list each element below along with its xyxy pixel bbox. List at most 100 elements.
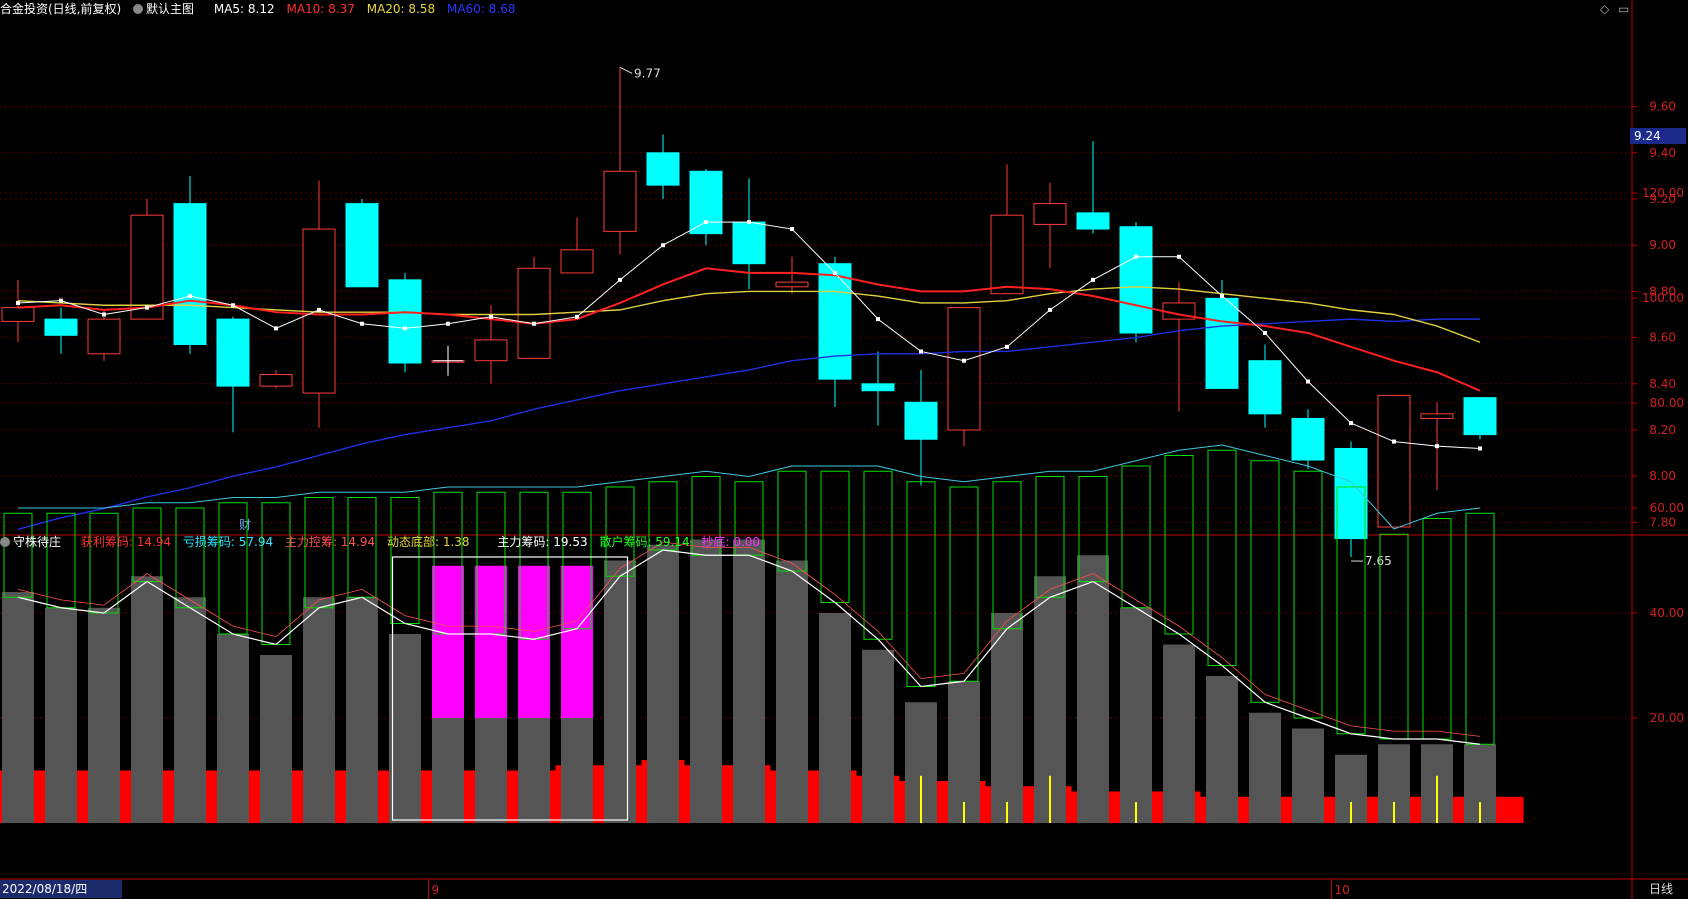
main-chips-bar <box>1163 644 1195 823</box>
high-marker-arrow <box>619 66 633 74</box>
main-chips-bar <box>346 597 378 823</box>
ma5-line-point <box>59 298 63 303</box>
ma60-value: MA60: 8.68 <box>446 2 516 16</box>
candle-body <box>1 307 35 322</box>
ma5-line-point <box>747 220 751 225</box>
candle-body <box>603 170 637 232</box>
main-chips-bar <box>1120 607 1152 823</box>
retail-chips-bar <box>261 502 291 645</box>
price-tick-label: 8.40 <box>1649 377 1676 391</box>
ma5-line-point <box>1134 254 1138 259</box>
candle-body <box>947 307 981 431</box>
ma5-line-point <box>16 300 20 305</box>
ma5-line-point <box>1263 330 1267 335</box>
indicator-header: 守株待庄 获利筹码: 14.94 亏损筹码: 57.94 主力控筹: 14.94… <box>0 533 768 551</box>
main-chips-bar <box>862 649 894 823</box>
retail-chips-bar <box>304 497 334 609</box>
candle <box>87 309 121 361</box>
ma5-line-point <box>1005 344 1009 349</box>
main-chips-bar <box>1206 676 1238 823</box>
main-chips-bar <box>389 634 421 823</box>
candle <box>173 175 207 354</box>
price-tick-label: 9.20 <box>1649 192 1676 206</box>
indicator-tick-label: 60.00 <box>1650 501 1684 515</box>
candle <box>1205 279 1239 389</box>
candle <box>1033 182 1067 269</box>
price-tick-label: 9.40 <box>1649 146 1676 160</box>
control-chips-value: 主力控筹: 14.94 <box>284 535 376 549</box>
main-chips-bar <box>1077 555 1109 823</box>
candle-body <box>818 263 852 380</box>
price-tick-label: 8.00 <box>1649 469 1676 483</box>
window-icon[interactable]: ▭ <box>1618 2 1630 16</box>
candle-body <box>990 214 1024 295</box>
main-chips-bar <box>303 597 335 823</box>
ma5-line-point <box>317 307 321 312</box>
retail-chips-bar <box>1465 512 1495 745</box>
period-label[interactable]: 日线 <box>1648 882 1673 896</box>
ma5-line-point <box>1478 446 1482 451</box>
ma5-line-point <box>1048 307 1052 312</box>
retail-chips-bar <box>1207 449 1237 666</box>
ma5-line-point <box>1349 421 1353 426</box>
candle <box>689 168 723 246</box>
loss-chips-value: 亏损筹码: 57.94 <box>182 535 274 549</box>
ma5-line-point <box>102 312 106 317</box>
retail-chips-bar <box>1121 465 1151 609</box>
ma5-value: MA5: 8.12 <box>213 2 275 16</box>
candle <box>44 307 78 354</box>
ma5-line-point <box>790 227 794 232</box>
ma5-line-point <box>575 314 579 319</box>
indicator-selector[interactable]: 守株待庄 <box>0 535 69 549</box>
candle <box>1334 441 1368 558</box>
ma10-line <box>17 267 1481 392</box>
high-marker-label: 9.77 <box>634 66 661 80</box>
candle <box>904 369 938 486</box>
candle-body <box>173 203 207 346</box>
ma5-line-point <box>489 314 493 319</box>
main-chips-bar <box>647 544 679 823</box>
main-chips-bar <box>690 539 722 823</box>
ma5-line-point <box>962 358 966 363</box>
candle <box>775 256 809 294</box>
highlight-bar <box>518 565 550 718</box>
retail-chips-bar <box>777 470 807 572</box>
finance-marker: 财 <box>239 518 251 532</box>
retail-chips-bar <box>1164 455 1194 635</box>
ma5-line-point <box>833 270 837 275</box>
selection-box <box>391 556 629 821</box>
ma5-line-point <box>231 303 235 308</box>
candle-body <box>646 152 680 186</box>
diamond-icon[interactable]: ◇ <box>1600 2 1610 16</box>
stock-title: 合金投资(日线,前复权) <box>0 2 122 16</box>
candle <box>388 272 422 373</box>
main-chips-bar <box>991 613 1023 823</box>
retail-chips-bar <box>992 481 1022 630</box>
ma5-line-point <box>403 326 407 331</box>
profit-chips-line <box>17 549 1481 745</box>
ma5-line-point <box>618 277 622 282</box>
ma5-line-point <box>1220 294 1224 299</box>
main-chips-bar <box>1292 728 1324 823</box>
candle-body <box>560 249 594 274</box>
chaodi-value: 抄底: 0.00 <box>701 535 761 549</box>
main-chips-bar <box>948 681 980 823</box>
candle-body <box>1248 360 1282 415</box>
indicator-tick-label: 100.00 <box>1642 291 1684 305</box>
settings-circle-icon <box>133 4 144 14</box>
candle <box>517 256 551 359</box>
candle <box>130 199 164 320</box>
indicator-tick-label: 40.00 <box>1650 606 1684 620</box>
candle <box>1463 397 1497 440</box>
template-selector[interactable]: 默认主图 <box>133 2 202 16</box>
price-tick-label: 8.80 <box>1649 284 1676 298</box>
candle-body <box>1205 297 1239 389</box>
candle-body <box>259 374 293 387</box>
retail-chips-bar <box>175 507 205 609</box>
main-chips-bar <box>217 634 249 823</box>
ma5-line-point <box>145 305 149 310</box>
main-chips-bar <box>1249 712 1281 823</box>
candle <box>345 199 379 288</box>
candle <box>732 178 766 290</box>
